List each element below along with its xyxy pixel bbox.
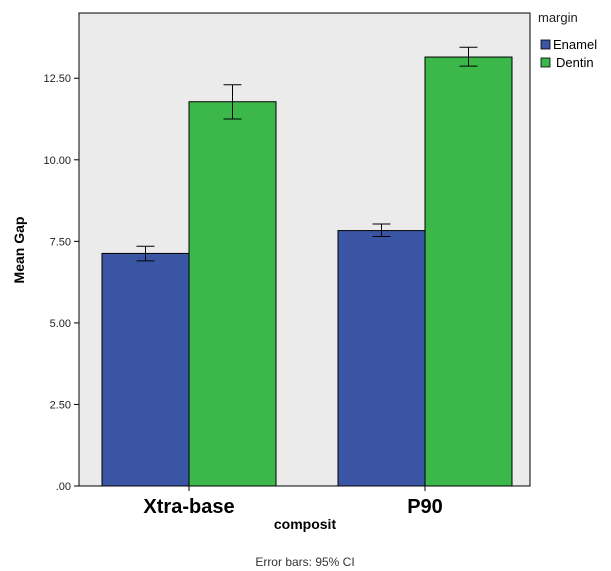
y-axis: .00 2.50 5.00 7.50 10.00 12.50 [43,73,79,493]
y-tick-label: 5.00 [50,318,71,330]
bar-dentin-0 [188,101,277,487]
x-tick-label: Xtra-base [143,496,234,518]
bar-enamel-1 [337,230,426,487]
legend-swatch-dentin [540,57,551,68]
legend-label-dentin: Dentin [556,55,594,70]
error-bars-note: Error bars: 95% CI [255,555,354,569]
y-tick-label: 2.50 [50,399,71,411]
y-tick-label: .00 [56,481,71,493]
legend-label-enamel: Enamel [553,37,597,52]
legend-title: margin [538,10,578,25]
legend: margin Enamel Dentin [538,10,597,70]
x-axis-title: composit [274,516,337,532]
x-tick-label: P90 [407,496,443,518]
bar-dentin-1 [424,56,513,487]
y-tick-label: 10.00 [43,155,71,167]
x-axis: Xtra-base P90 [143,486,443,518]
y-axis-title: Mean Gap [11,217,27,284]
y-tick-label: 12.50 [43,73,71,85]
error-bars [136,46,478,262]
bar-enamel-0 [101,252,190,487]
y-tick-label: 7.50 [50,236,71,248]
legend-swatch-enamel [540,39,551,50]
